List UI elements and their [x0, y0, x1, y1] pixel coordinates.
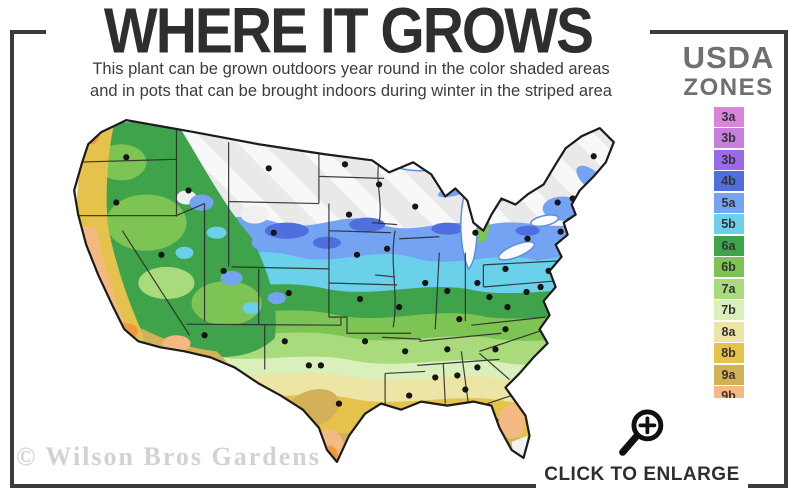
header: WHERE IT GROWS	[46, 0, 650, 63]
subtitle-line-1: This plant can be grown outdoors year ro…	[92, 60, 610, 78]
usda-zones-legend: USDA ZONES 3a3b3b4b5a5b6a6b7a7b8a8b9a9b1…	[671, 40, 786, 450]
us-outline	[73, 118, 615, 464]
legend-zone-5b: 5b	[713, 214, 744, 235]
legend-zone-8b: 8b	[713, 343, 744, 364]
legend-zone-7a: 7a	[713, 278, 744, 299]
click-to-enlarge-label[interactable]: CLICK TO ENLARGE	[544, 464, 740, 485]
legend-zone-3a: 3a	[713, 106, 744, 127]
magnifier-plus-icon	[619, 409, 664, 456]
click-to-enlarge[interactable]: CLICK TO ENLARGE	[536, 398, 748, 494]
subtitle: This plant can be grown outdoors year ro…	[56, 59, 646, 103]
subtitle-line-2: and in pots that can be brought indoors …	[90, 81, 612, 100]
page-title: WHERE IT GROWS	[103, 0, 594, 68]
legend-zone-9a: 9a	[713, 364, 744, 385]
legend-zone-6a: 6a	[713, 235, 744, 256]
legend-zone-8a: 8a	[713, 321, 744, 342]
usa-map-graphic	[73, 118, 615, 464]
legend-zone-3b: 3b	[713, 128, 744, 149]
watermark: © Wilson Bros Gardens	[16, 442, 321, 471]
legend-zone-3b: 3b	[713, 149, 744, 170]
legend-zone-6b: 6b	[713, 257, 744, 278]
legend-title-zones: ZONES	[683, 73, 774, 101]
usa-hardiness-zone-map[interactable]	[26, 102, 678, 476]
legend-zone-5a: 5a	[713, 192, 744, 213]
legend-zone-4b: 4b	[713, 171, 744, 192]
state-borders	[74, 122, 560, 414]
legend-title-usda: USDA	[682, 40, 775, 75]
legend-zone-7b: 7b	[713, 300, 744, 321]
